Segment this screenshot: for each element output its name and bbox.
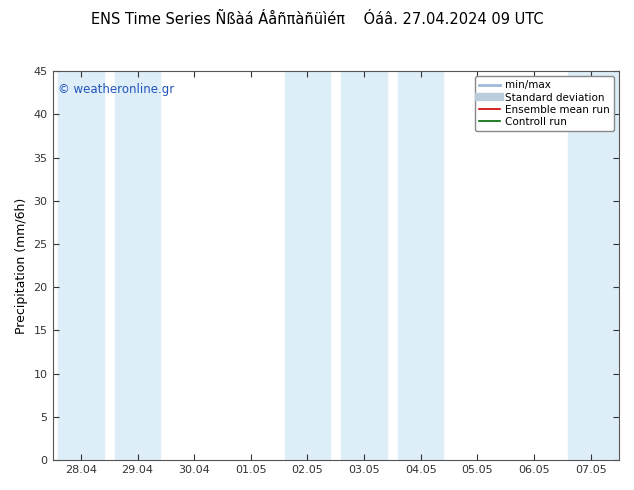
Bar [285, 71, 330, 460]
Bar [342, 71, 387, 460]
Bar [58, 71, 103, 460]
Bar [568, 71, 619, 460]
Bar [398, 71, 443, 460]
Y-axis label: Precipitation (mm/6h): Precipitation (mm/6h) [15, 197, 28, 334]
Text: ENS Time Series Ñßàá Áåñπàñüìéπ    Óáâ. 27.04.2024 09 UTC: ENS Time Series Ñßàá Áåñπàñüìéπ Óáâ. 27.… [91, 12, 543, 27]
Legend: min/max, Standard deviation, Ensemble mean run, Controll run: min/max, Standard deviation, Ensemble me… [475, 76, 614, 131]
Text: © weatheronline.gr: © weatheronline.gr [58, 83, 174, 96]
Bar [115, 71, 160, 460]
